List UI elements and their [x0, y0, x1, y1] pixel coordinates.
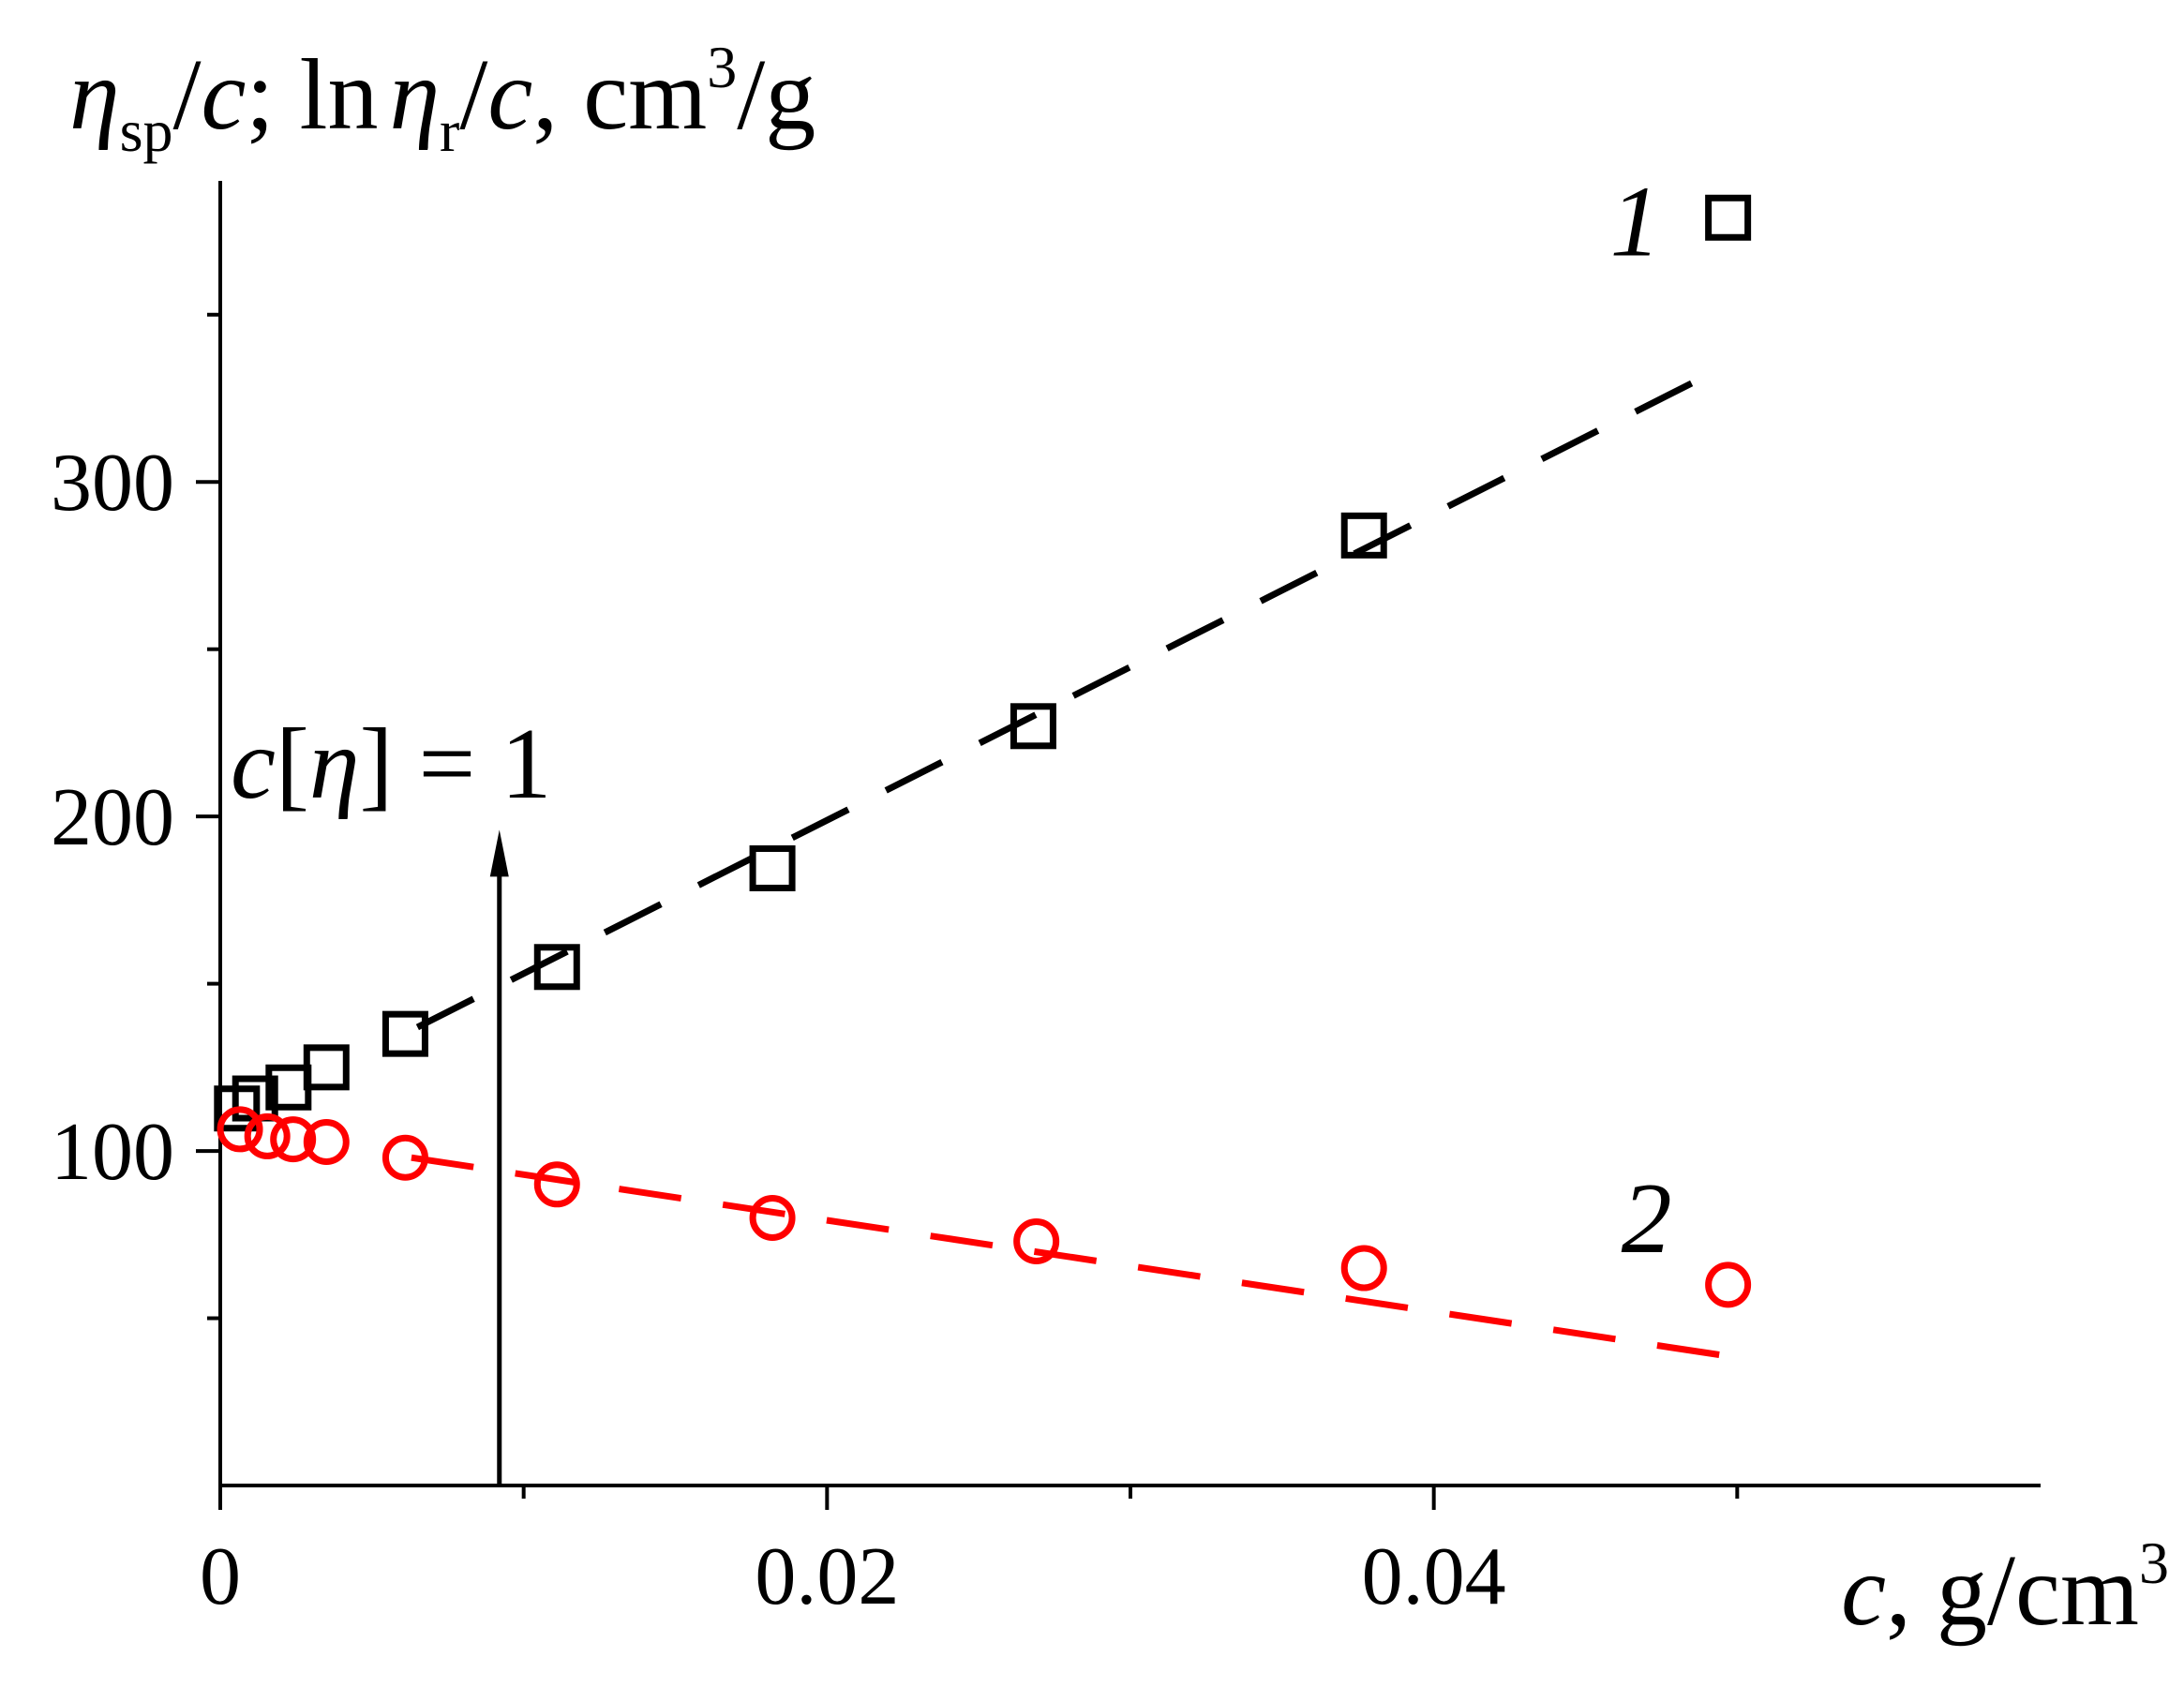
arrow-label: c[η] = 1: [231, 709, 551, 820]
label-part: c: [1841, 1535, 1886, 1647]
label-part: η: [69, 39, 120, 151]
label-part: /: [172, 39, 201, 151]
data-point: [1013, 1217, 1060, 1264]
fit-line: [415, 362, 1730, 1031]
data-point: [1010, 703, 1056, 750]
label-part: 3: [2139, 1530, 2169, 1596]
y-axis-label: ηsp/c; ln ηr/c, cm3/g: [69, 34, 815, 164]
label-part: η: [389, 39, 440, 151]
data-point: [749, 1194, 796, 1241]
y-tick-label: 100: [51, 1107, 174, 1198]
data-point: [381, 1010, 428, 1057]
label-part: /: [459, 39, 487, 151]
data-point: [1340, 512, 1387, 559]
x-tick-label: 0: [200, 1531, 241, 1622]
label-part: η: [309, 709, 360, 820]
data-point: [303, 1118, 350, 1165]
data-point: [270, 1116, 317, 1163]
label-part: 3: [707, 34, 737, 100]
y-tick-label: 200: [51, 772, 174, 863]
data-point: [533, 1161, 580, 1208]
label-part: sp: [120, 97, 173, 164]
data-point: [1340, 1245, 1387, 1291]
fit-line: [411, 1154, 1744, 1362]
data-point: [1705, 194, 1752, 241]
label-part: ; ln: [246, 39, 378, 151]
data-point: [749, 844, 796, 891]
label-part: c: [231, 709, 276, 820]
data-point: [533, 944, 580, 991]
data-point: [217, 1106, 263, 1153]
x-tick-label: 0.02: [755, 1531, 899, 1622]
series-label: 2: [1622, 1163, 1672, 1275]
label-part: [: [276, 709, 309, 820]
x-axis-label: c, g/cm3: [1841, 1530, 2169, 1647]
series-label: 1: [1610, 166, 1661, 277]
data-point: [244, 1112, 291, 1159]
y-tick-label: 300: [51, 438, 174, 529]
data-point: [1705, 1262, 1752, 1308]
arrow-head: [489, 829, 509, 877]
label-part: , cm: [532, 39, 707, 151]
label-part: , g/cm: [1886, 1535, 2139, 1647]
label-part: ] = 1: [359, 709, 551, 820]
label-part: c: [202, 39, 247, 151]
label-part: r: [440, 97, 459, 164]
label-part: /g: [737, 39, 815, 151]
label-part: c: [487, 39, 532, 151]
data-point: [303, 1044, 350, 1091]
data-point: [381, 1134, 428, 1181]
x-tick-label: 0.04: [1362, 1531, 1506, 1622]
